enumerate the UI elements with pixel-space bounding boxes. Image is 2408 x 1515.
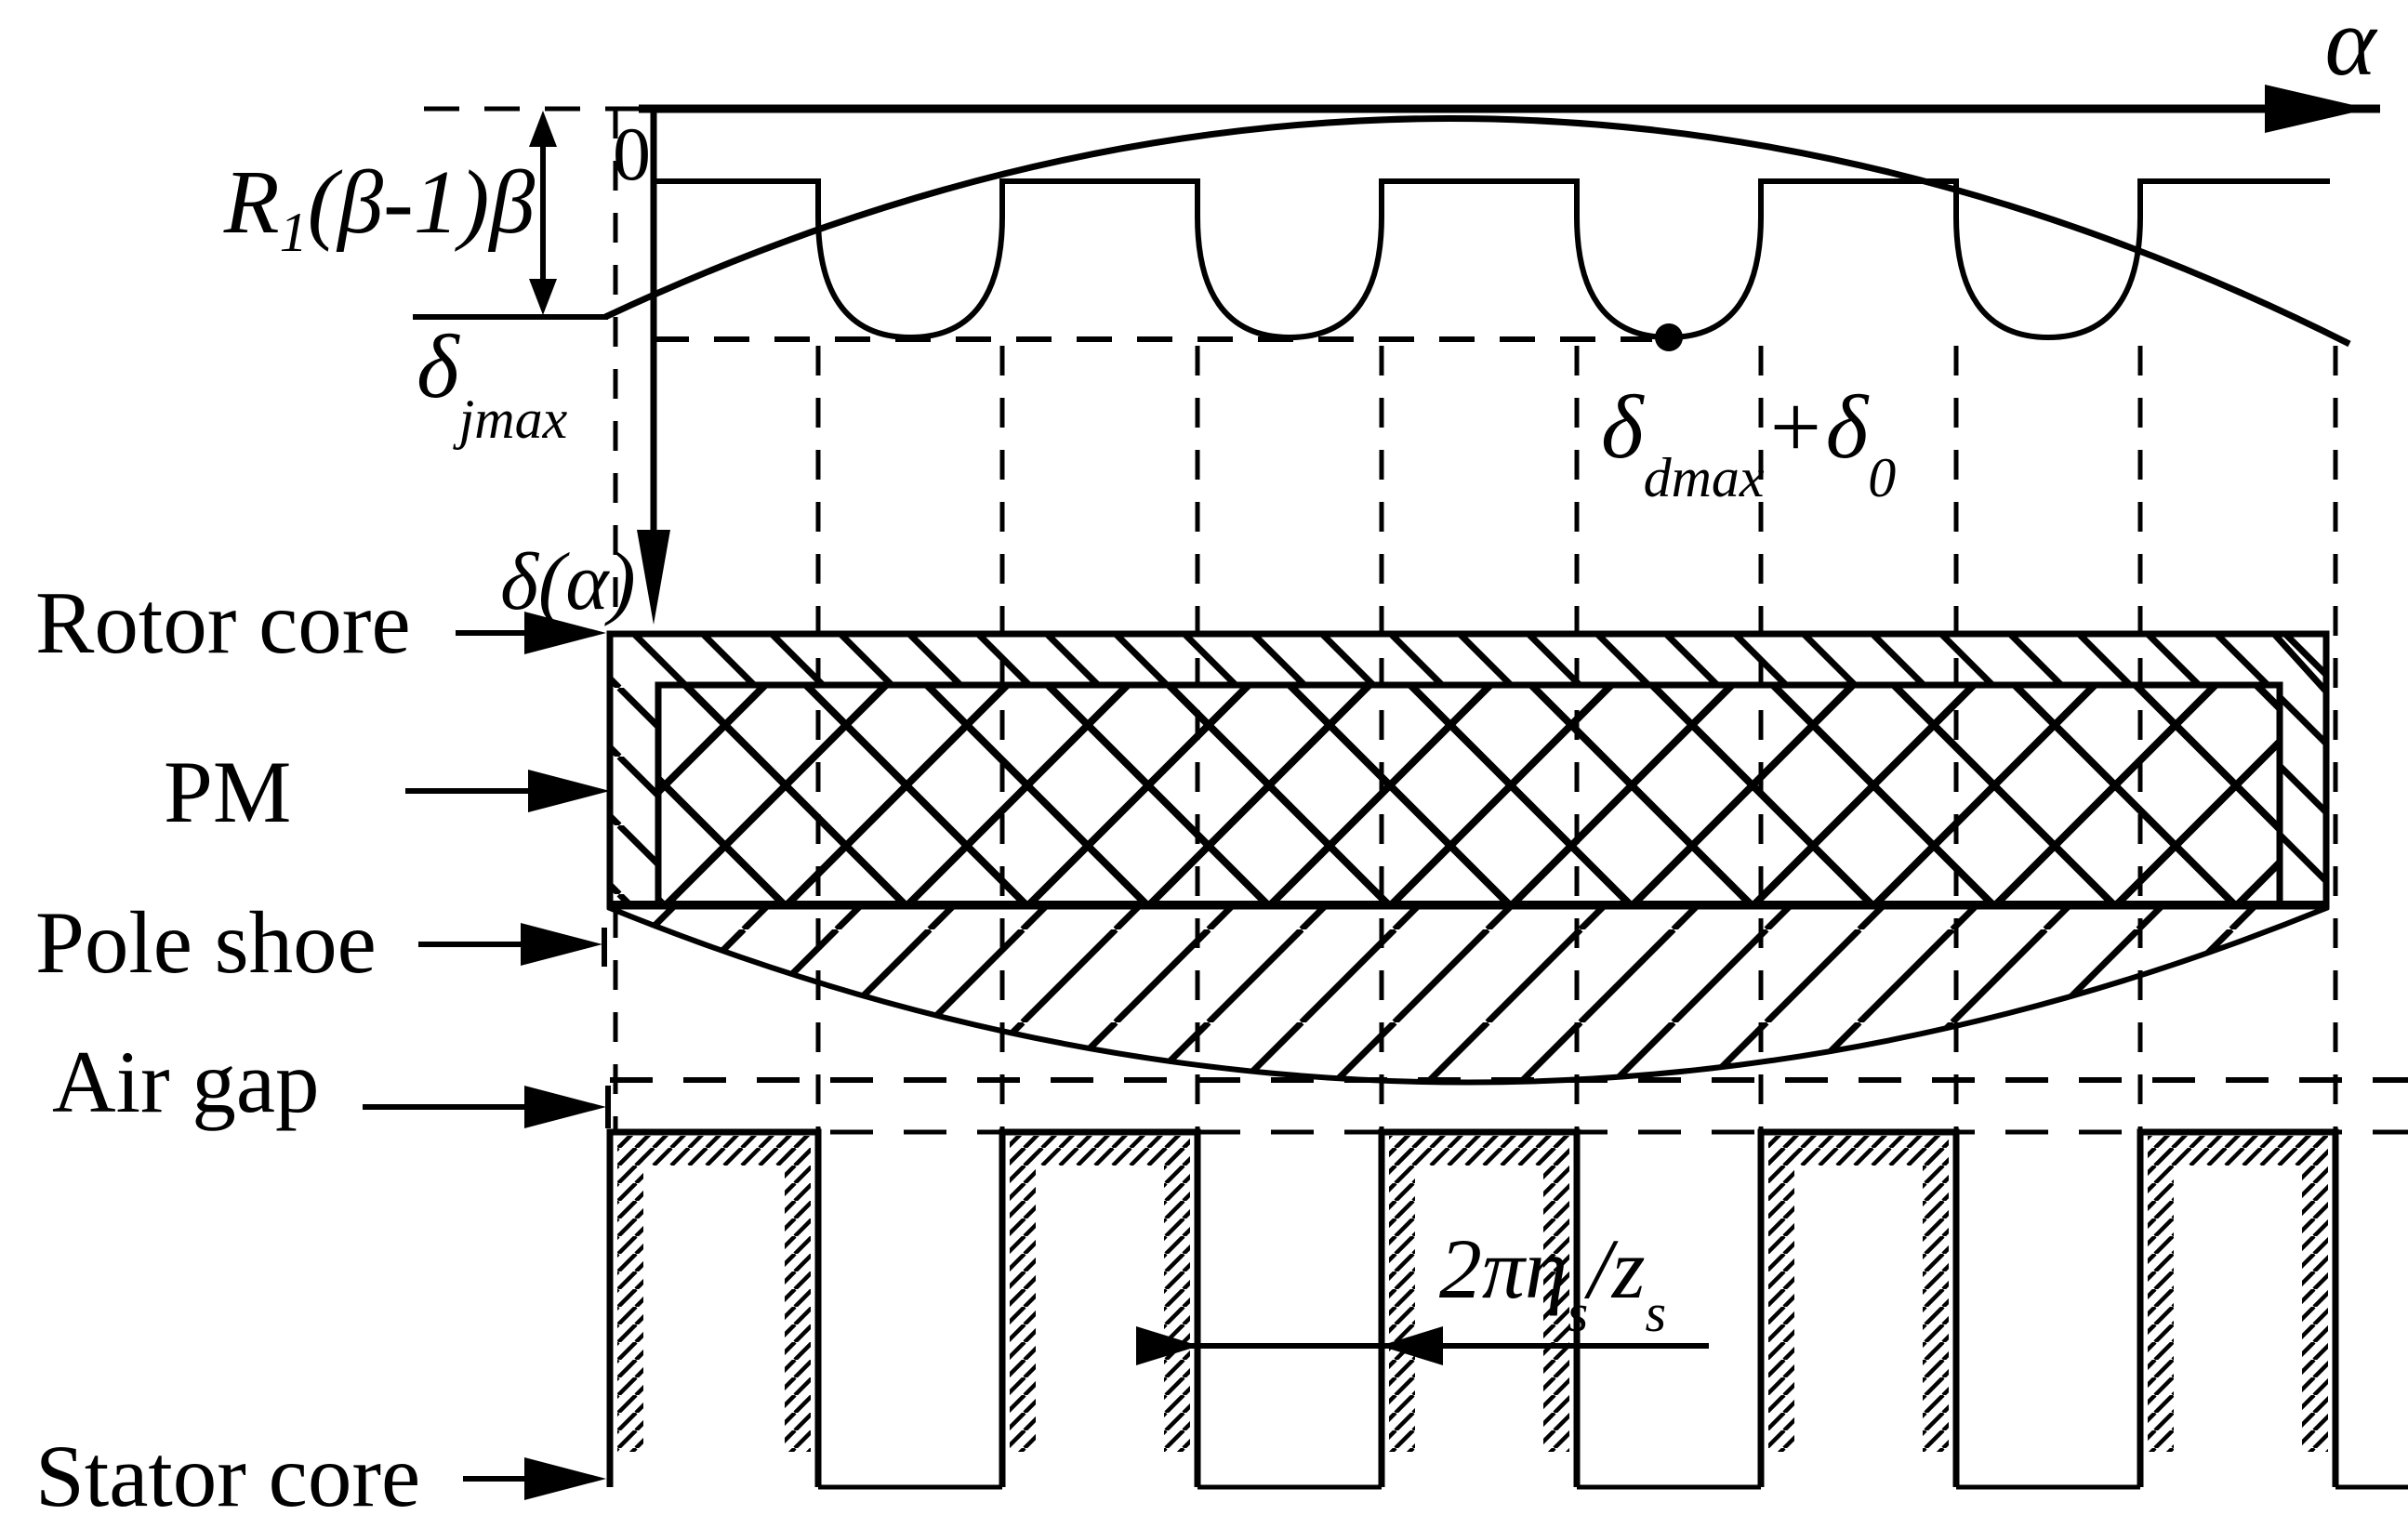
r1-rest: (β-1)β bbox=[308, 152, 536, 253]
delta-jmax-subscript: jmax bbox=[453, 389, 568, 450]
dimension-arrowhead-left-icon bbox=[1380, 1326, 1443, 1365]
tooth-outline bbox=[606, 1128, 822, 1487]
slot-pitch-p2: /z bbox=[1583, 1221, 1645, 1316]
r1-subscript: 1 bbox=[280, 202, 308, 263]
r1-base: R bbox=[223, 152, 280, 253]
tooth-side-hatch bbox=[1543, 1136, 1569, 1452]
tooth-outline bbox=[1378, 1128, 1581, 1487]
r1-dimension-arrowhead-up-icon bbox=[529, 111, 557, 147]
tooth-side-hatch bbox=[785, 1136, 811, 1452]
rotor-corner-cut-line bbox=[2271, 631, 2329, 694]
tooth-outline bbox=[2137, 1128, 2339, 1487]
tooth-side-hatch bbox=[1389, 1136, 1415, 1452]
airgap-plot: α 0 δ(α) R1(β-1)β δjmax δdmax+δ0 bbox=[223, 0, 2380, 627]
delta-axis-arrowhead-icon bbox=[637, 530, 670, 625]
tooth-outline bbox=[1757, 1128, 1960, 1487]
tooth-side-hatch bbox=[2302, 1136, 2328, 1452]
delta-dmax-d1: δ bbox=[1601, 377, 1645, 478]
tooth-side-hatch bbox=[1768, 1136, 1794, 1452]
pole-shoe-label: Pole shoe bbox=[35, 893, 377, 992]
delta-jmax-label: δjmax bbox=[417, 317, 568, 450]
slot-pitch-label: 2πηs/zs bbox=[1439, 1221, 1666, 1343]
slot-pitch-s1: s bbox=[1568, 1283, 1589, 1343]
delta-dmax-s1: dmax bbox=[1644, 447, 1765, 508]
pole-shoe-shape bbox=[607, 901, 2329, 1086]
delta-jmax-base: δ bbox=[417, 317, 460, 417]
stator-core-label: Stator core bbox=[35, 1427, 420, 1515]
tooth-side-hatch bbox=[1923, 1136, 1949, 1452]
tooth-top-hatch bbox=[1768, 1136, 1949, 1166]
airgap-function-curve bbox=[654, 178, 2330, 341]
delta-dmax-s2: 0 bbox=[1868, 447, 1896, 508]
slot-opening-dimension: 2πηs/zs bbox=[1136, 1221, 1709, 1365]
stator-core-arrowhead-icon bbox=[524, 1457, 606, 1500]
pole-shoe-arrowhead-icon bbox=[521, 923, 602, 966]
slot-pitch-p1: 2πη bbox=[1439, 1221, 1568, 1316]
tooth-top-hatch bbox=[2148, 1136, 2328, 1166]
tooth-outline bbox=[999, 1128, 1201, 1487]
r1-formula-label: R1(β-1)β bbox=[223, 152, 536, 263]
air-gap-label: Air gap bbox=[52, 1033, 320, 1131]
pm-label: PM bbox=[164, 743, 291, 841]
slot-pitch-s2: s bbox=[1646, 1283, 1667, 1343]
tooth-side-hatch bbox=[1010, 1136, 1036, 1452]
part-callouts: Rotor core PM Pole shoe Air gap Stator c… bbox=[35, 573, 611, 1515]
delta-axis-name-label: δ(α) bbox=[500, 537, 636, 627]
delta-dmax-label: δdmax+δ0 bbox=[1601, 377, 1896, 508]
stator-tooth bbox=[1378, 1128, 1581, 1487]
delta-dmax-d2: +δ bbox=[1765, 377, 1870, 478]
stator-tooth bbox=[606, 1128, 822, 1487]
pole-face-arc-curve bbox=[603, 115, 2351, 348]
stator-tooth bbox=[999, 1128, 1201, 1487]
pm-magnet-shape bbox=[655, 681, 2283, 910]
origin-label: 0 bbox=[613, 112, 651, 196]
stator-tooth bbox=[1757, 1128, 1960, 1487]
alpha-axis-label: α bbox=[2324, 0, 2377, 96]
stator-tooth bbox=[2137, 1128, 2339, 1487]
tooth-side-hatch bbox=[1164, 1136, 1190, 1452]
tooth-side-hatch bbox=[2148, 1136, 2174, 1452]
rotor-assembly bbox=[606, 630, 2330, 1086]
pm-arrowhead-icon bbox=[528, 770, 610, 812]
air-gap-arrowhead-icon bbox=[524, 1086, 606, 1128]
rotor-core-arrowhead-icon bbox=[524, 612, 606, 654]
max-gap-marker-dot bbox=[1655, 323, 1683, 351]
stator bbox=[606, 1128, 2408, 1490]
r1-dimension-arrowhead-down-icon bbox=[529, 279, 557, 315]
tooth-side-hatch bbox=[617, 1136, 643, 1452]
tooth-top-hatch bbox=[617, 1136, 811, 1166]
dimension-arrowhead-right-icon bbox=[1136, 1326, 1199, 1365]
tooth-top-hatch bbox=[1389, 1136, 1569, 1166]
rotor-core-label: Rotor core bbox=[35, 573, 411, 672]
alpha-axis-arrowhead-icon bbox=[2265, 85, 2369, 133]
tooth-top-hatch bbox=[1010, 1136, 1190, 1166]
